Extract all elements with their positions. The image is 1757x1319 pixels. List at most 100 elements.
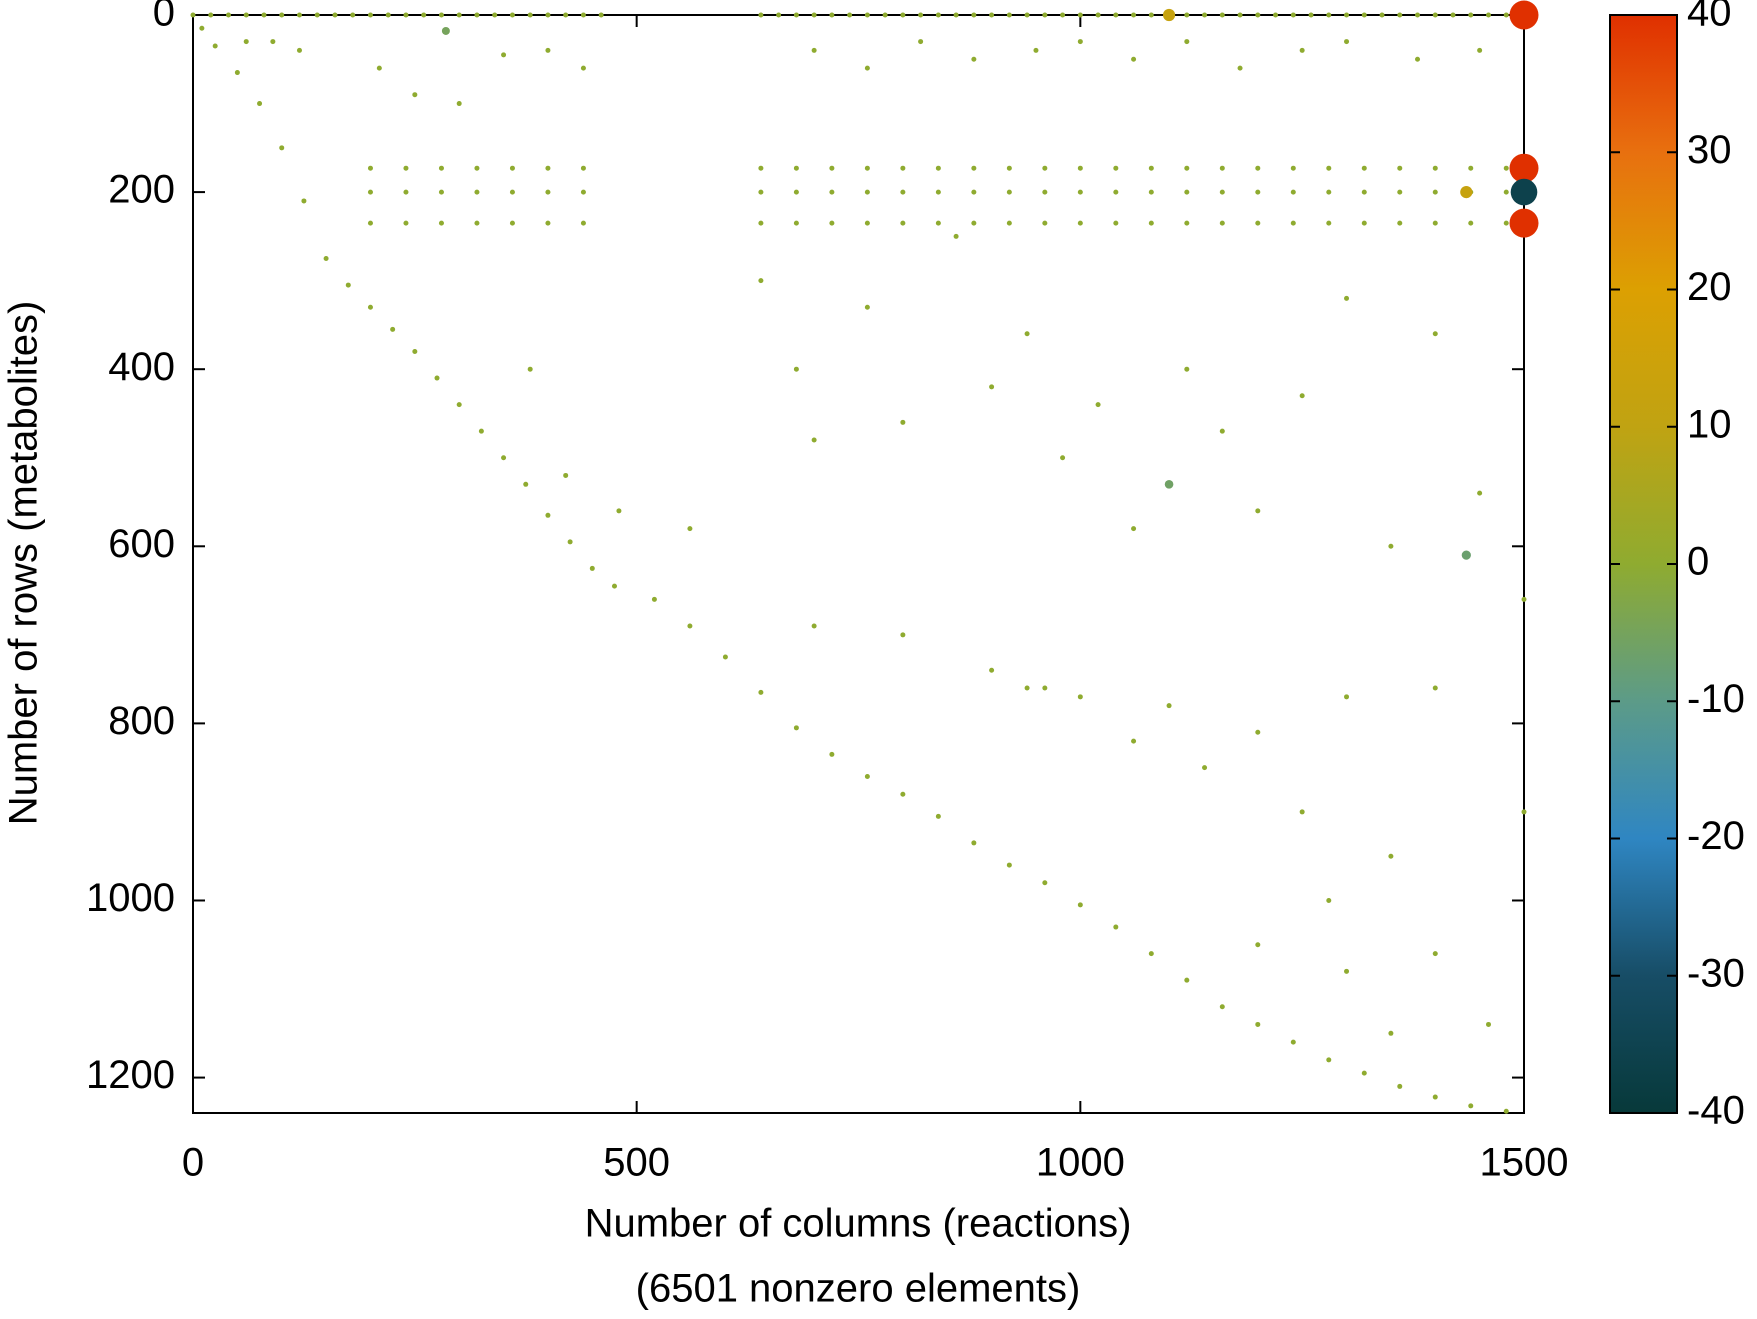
- point: [1006, 189, 1012, 195]
- point: [1033, 47, 1039, 53]
- point: [1237, 65, 1243, 71]
- point: [1388, 853, 1394, 859]
- point: [1202, 12, 1208, 18]
- point: [758, 12, 764, 18]
- point: [1006, 220, 1012, 226]
- point: [367, 12, 373, 18]
- point: [580, 65, 586, 71]
- point: [474, 189, 480, 195]
- point: [350, 12, 356, 18]
- point: [935, 220, 941, 226]
- point: [279, 145, 285, 151]
- point: [1326, 897, 1332, 903]
- point: [1299, 809, 1305, 815]
- point: [1344, 12, 1350, 18]
- point: [545, 189, 551, 195]
- point: [314, 12, 320, 18]
- point: [501, 52, 507, 58]
- point: [403, 189, 409, 195]
- point: [199, 25, 205, 31]
- point: [1237, 12, 1243, 18]
- point: [847, 12, 853, 18]
- colorbar-tick-label: 20: [1687, 265, 1732, 309]
- point: [989, 12, 995, 18]
- point: [1148, 12, 1154, 18]
- point: [474, 220, 480, 226]
- point: [412, 348, 418, 354]
- point: [793, 366, 799, 372]
- y-axis-label: Number of rows (metabolites): [2, 301, 46, 826]
- point: [1184, 165, 1190, 171]
- point: [758, 165, 764, 171]
- point: [687, 623, 693, 629]
- colorbar-tick-label: 40: [1687, 0, 1732, 35]
- point: [456, 12, 462, 18]
- point: [616, 508, 622, 514]
- point: [1290, 165, 1296, 171]
- point: [1326, 1057, 1332, 1063]
- point: [811, 623, 817, 629]
- point: [900, 791, 906, 797]
- colorbar-tick-label: -20: [1687, 814, 1745, 858]
- point: [900, 220, 906, 226]
- point: [261, 12, 267, 18]
- point: [1432, 165, 1438, 171]
- point: [1510, 178, 1538, 206]
- point: [243, 12, 249, 18]
- point: [1184, 220, 1190, 226]
- colorbar-tick-label: -40: [1687, 1089, 1745, 1133]
- point: [1379, 12, 1385, 18]
- point: [1415, 12, 1421, 18]
- point: [1432, 189, 1438, 195]
- point: [651, 596, 657, 602]
- point: [1131, 526, 1137, 532]
- point: [403, 12, 409, 18]
- point: [1077, 189, 1083, 195]
- point: [580, 165, 586, 171]
- point: [1503, 12, 1509, 18]
- point: [580, 189, 586, 195]
- colorbar-tick-label: 0: [1687, 540, 1709, 584]
- point: [1486, 1021, 1492, 1027]
- point: [1503, 1108, 1509, 1114]
- point: [1060, 12, 1066, 18]
- point: [234, 70, 240, 76]
- point: [1113, 924, 1119, 930]
- point: [1521, 596, 1527, 602]
- plot-frame: [192, 14, 1525, 1114]
- point: [1113, 165, 1119, 171]
- point: [776, 12, 782, 18]
- point: [563, 12, 569, 18]
- point: [1290, 220, 1296, 226]
- point: [1415, 56, 1421, 62]
- point: [1162, 8, 1176, 22]
- y-tick-label: 1000: [86, 876, 175, 920]
- point: [953, 233, 959, 239]
- point: [1397, 189, 1403, 195]
- point: [1432, 685, 1438, 691]
- y-tick-label: 1200: [86, 1053, 175, 1097]
- point: [1255, 1021, 1261, 1027]
- point: [1397, 1083, 1403, 1089]
- point: [1361, 220, 1367, 226]
- point: [1024, 685, 1030, 691]
- point: [1397, 12, 1403, 18]
- point: [864, 220, 870, 226]
- y-tick-label: 0: [153, 0, 175, 35]
- point: [1432, 12, 1438, 18]
- point: [1166, 703, 1172, 709]
- point: [438, 12, 444, 18]
- point: [1131, 12, 1137, 18]
- point: [1184, 366, 1190, 372]
- point: [1432, 220, 1438, 226]
- point: [1432, 951, 1438, 957]
- point: [1344, 39, 1350, 45]
- x-tick-label: 1000: [1036, 1141, 1125, 1185]
- point: [811, 12, 817, 18]
- point: [1219, 220, 1225, 226]
- point: [1344, 295, 1350, 301]
- point: [1388, 543, 1394, 549]
- point: [1477, 47, 1483, 53]
- point: [1148, 951, 1154, 957]
- point: [1148, 189, 1154, 195]
